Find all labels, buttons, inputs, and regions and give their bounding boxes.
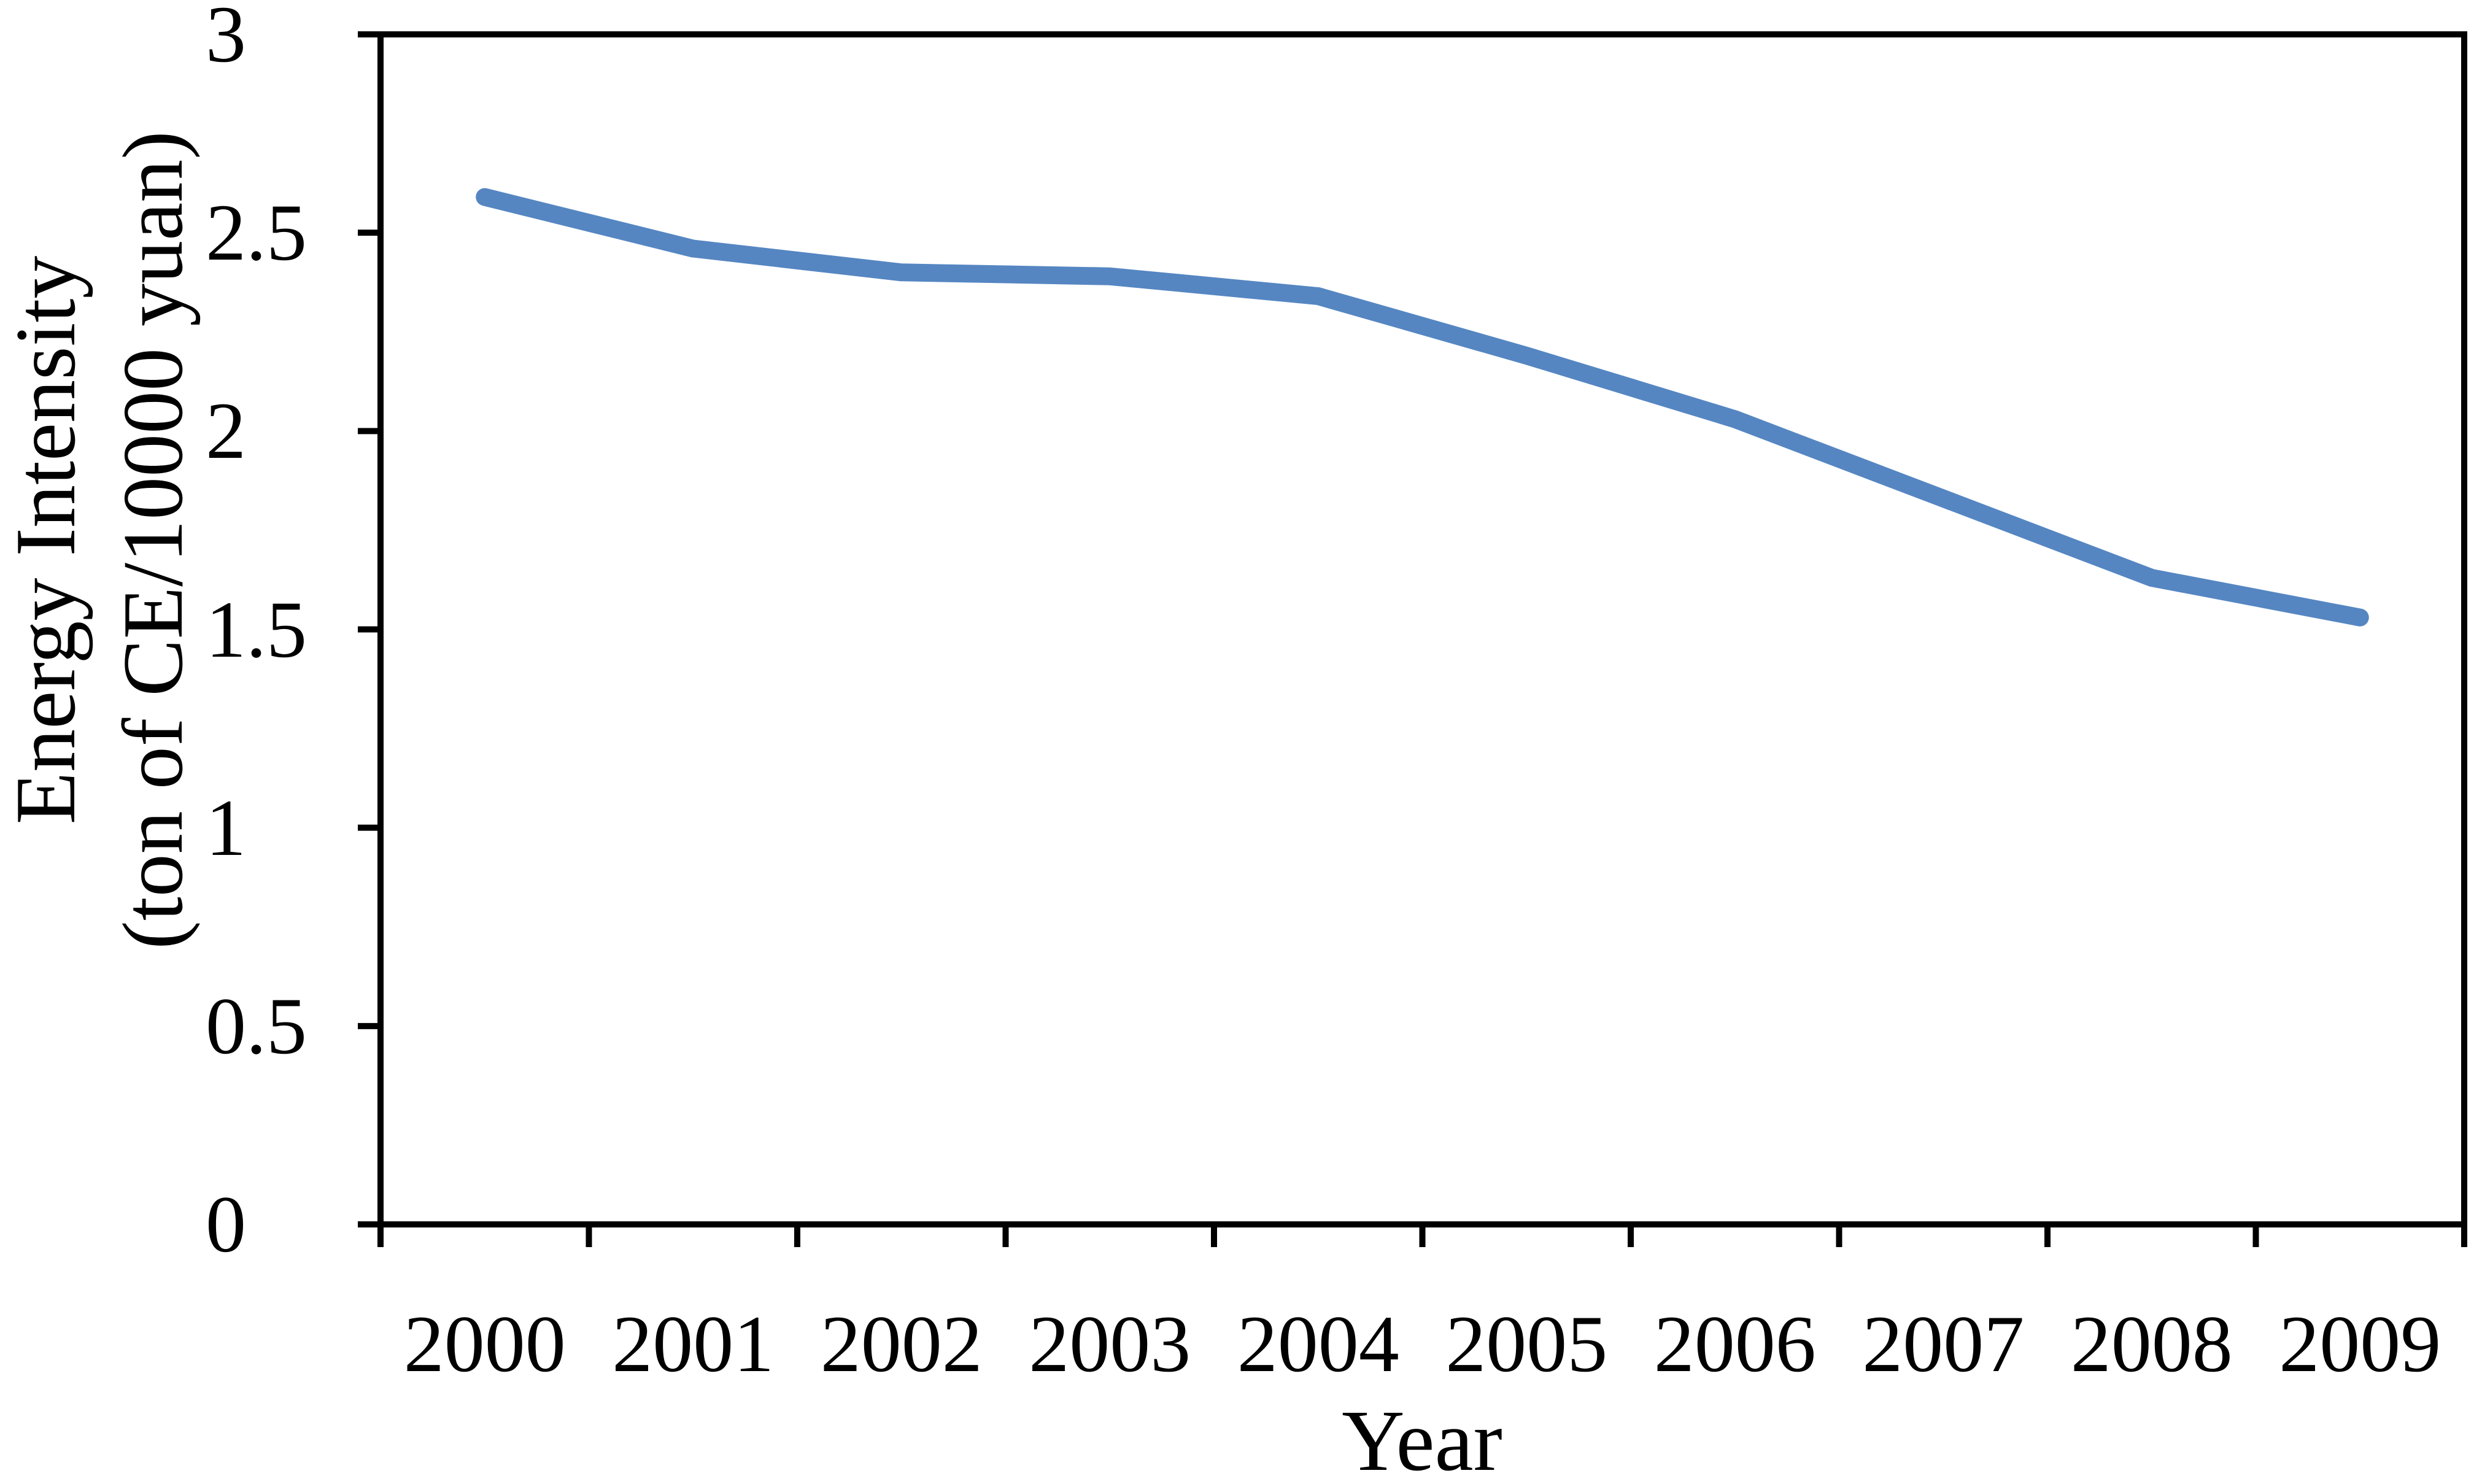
x-tick-label: 2007 [1862,1299,2025,1389]
x-tick-label: 2002 [820,1299,983,1389]
x-tick-label: 2009 [2279,1299,2441,1389]
y-tick-label: 0.5 [206,980,307,1071]
y-axis-title-line1: Energy Intensity [0,255,93,825]
x-tick-label: 2001 [612,1299,775,1389]
y-axis-title: Energy Intensity (ton of CE/10000 yuan) [0,0,213,1215]
x-tick-label: 2005 [1445,1299,1608,1389]
x-axis-title: Year [1342,1392,1502,1484]
y-tick-label: 3 [206,0,246,79]
y-tick-label: 1.5 [206,584,307,674]
x-tick-label: 2004 [1237,1299,1399,1389]
y-tick-label: 2.5 [206,187,307,278]
x-tick-label: 2006 [1653,1299,1816,1389]
y-tick-label: 2 [206,385,246,476]
x-tick-label: 2008 [2070,1299,2233,1389]
x-tick-label: 2003 [1029,1299,1191,1389]
y-tick-label: 0 [206,1179,246,1269]
energy-intensity-line [476,188,2369,627]
y-tick-label: 1 [206,782,246,873]
x-tick-label: 2000 [403,1299,566,1389]
plot-border [377,31,2467,1227]
y-axis-title-line2: (ton of CE/10000 yuan) [106,131,201,949]
